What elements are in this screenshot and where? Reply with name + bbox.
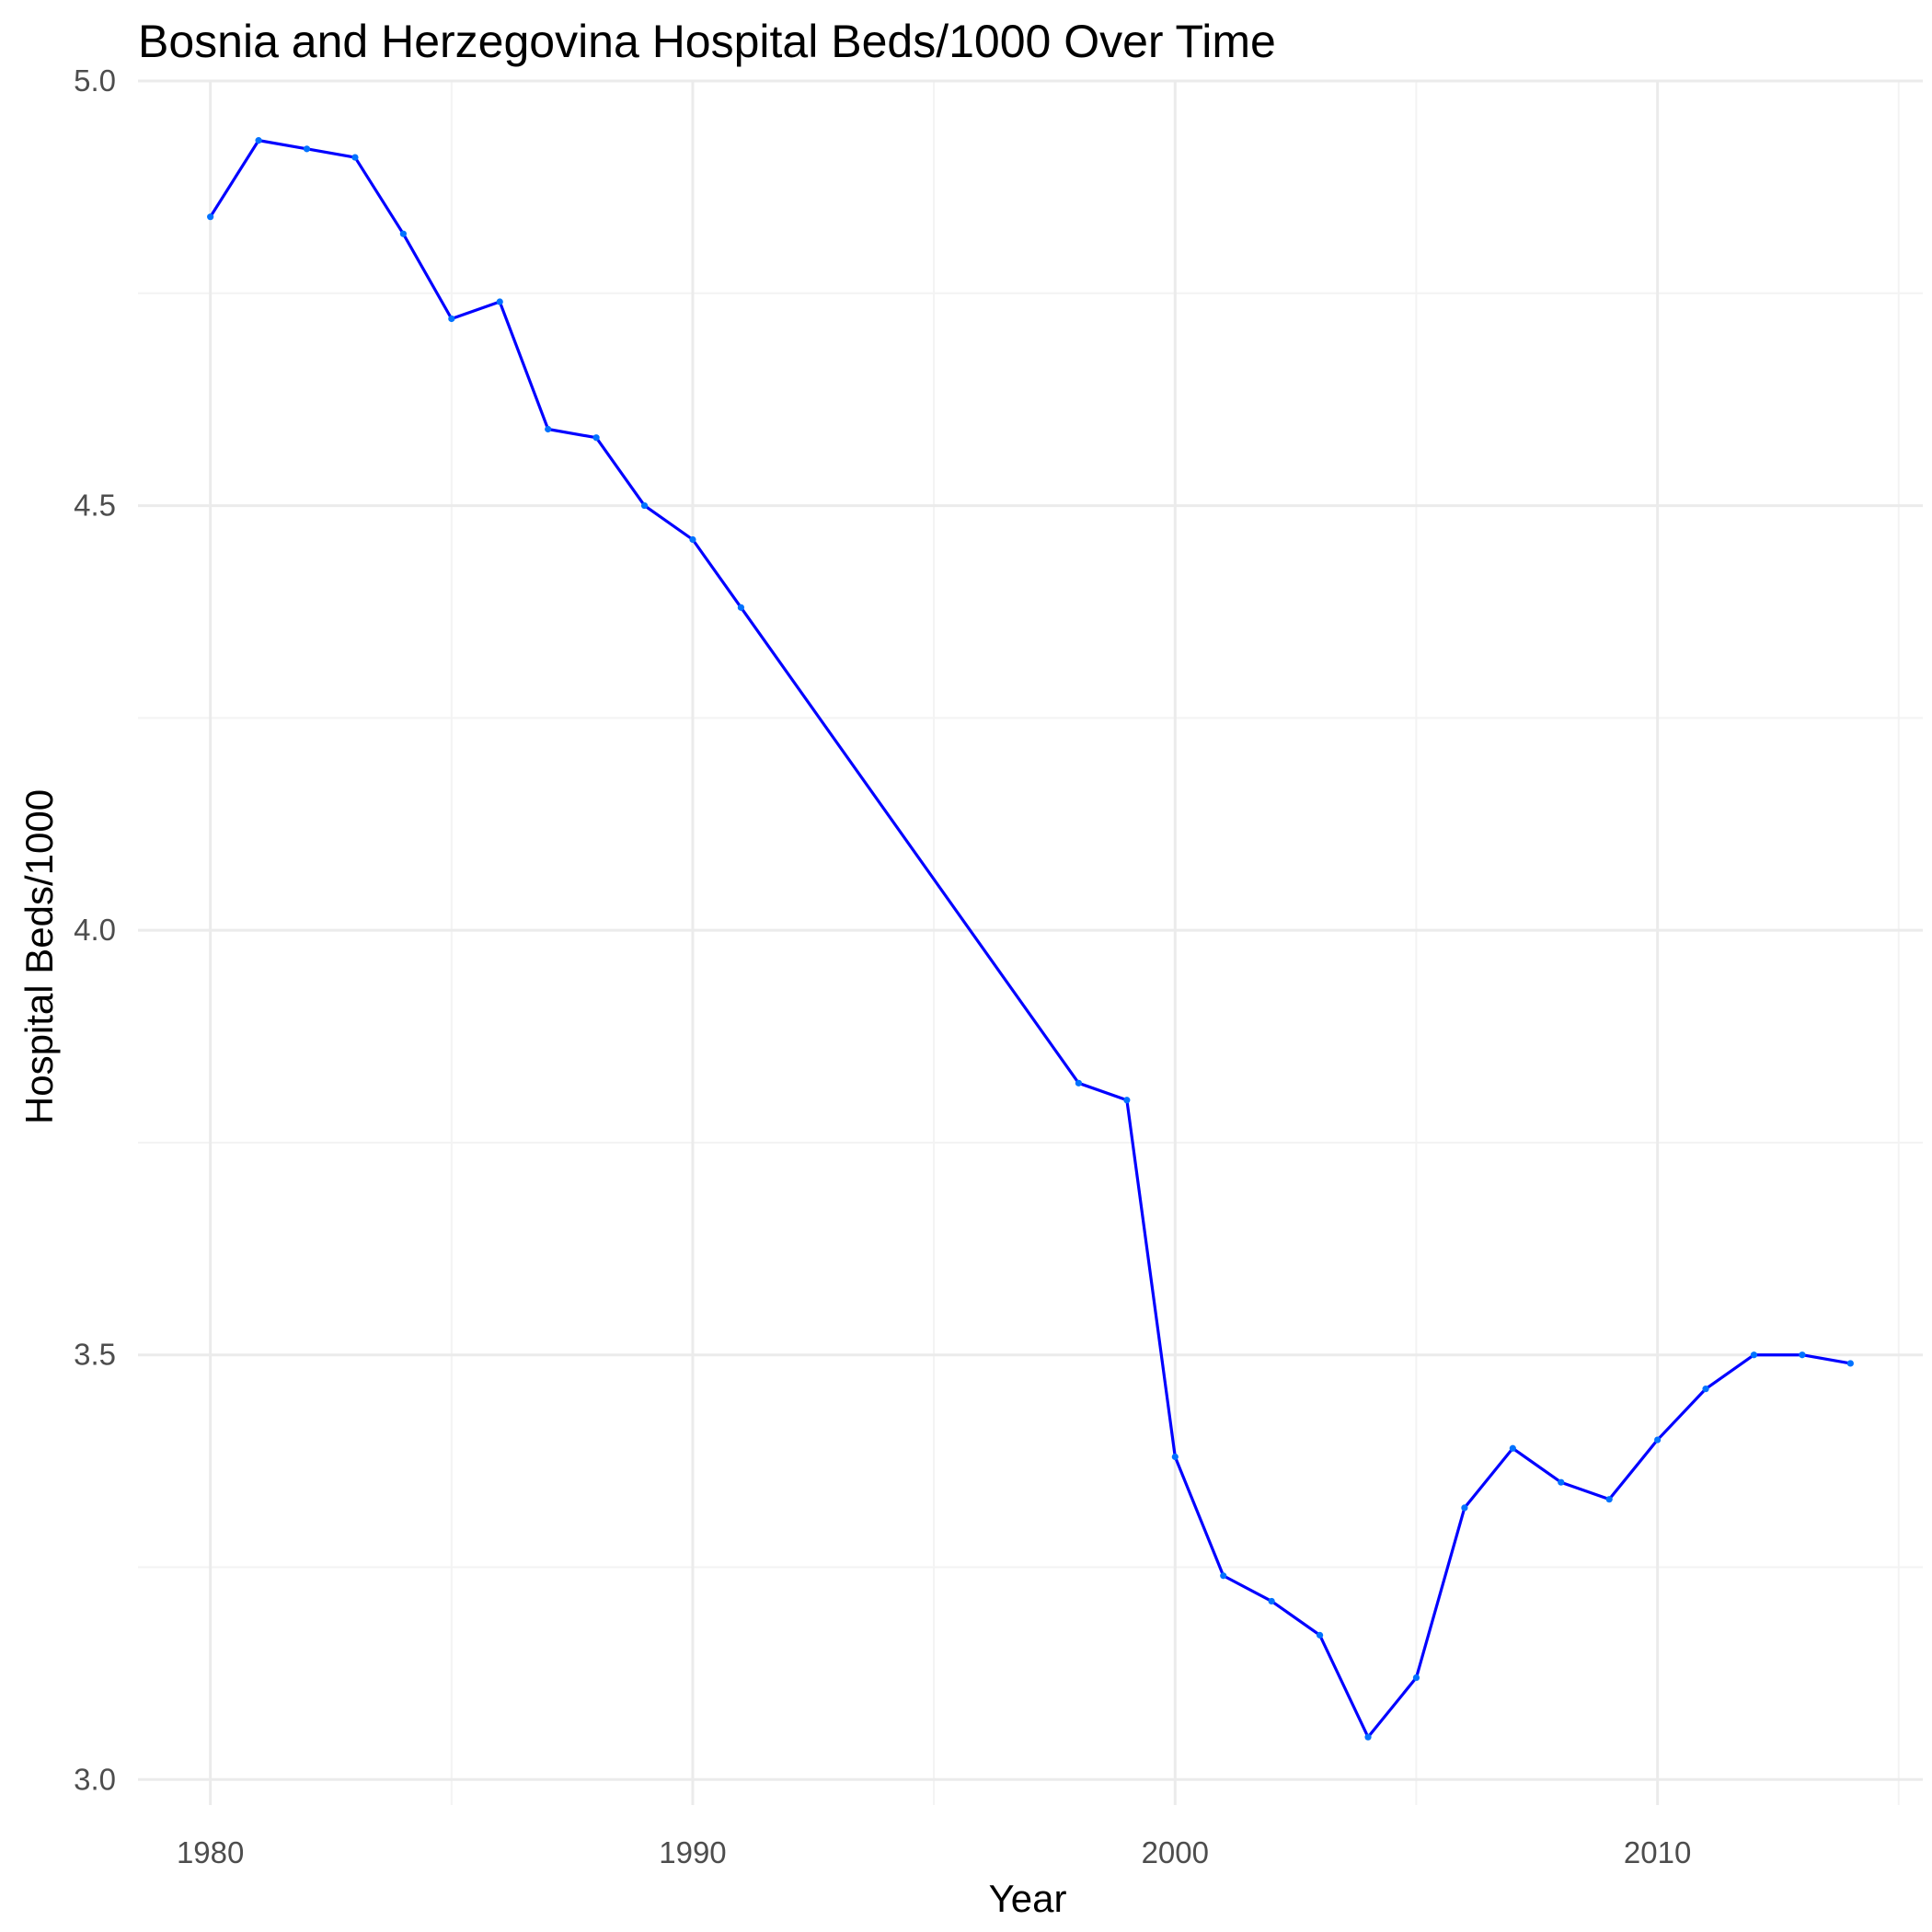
y-tick-label: 4.0 <box>74 913 116 947</box>
data-point <box>640 501 649 510</box>
y-tick-label: 5.0 <box>74 63 116 98</box>
data-point <box>737 604 745 611</box>
y-axis-title: Hospital Beds/1000 <box>17 789 61 1124</box>
y-tick-label: 4.5 <box>74 489 116 523</box>
data-point <box>545 425 552 433</box>
data-point <box>1268 1597 1275 1605</box>
data-point <box>1364 1733 1372 1741</box>
data-point <box>1075 1079 1083 1087</box>
data-point <box>1750 1351 1758 1359</box>
data-point <box>1220 1572 1227 1580</box>
x-axis-tick-labels: 1980 1990 2000 2010 <box>177 1835 1691 1869</box>
data-point <box>399 230 407 237</box>
y-axis-tick-labels: 3.0 3.5 4.0 4.5 5.0 <box>74 63 116 1796</box>
data-point <box>1412 1673 1420 1682</box>
data-point <box>1702 1386 1709 1393</box>
minor-gridlines <box>138 81 1923 1805</box>
data-point <box>1171 1453 1179 1461</box>
x-axis-title: Year <box>989 1877 1067 1920</box>
data-point <box>689 535 696 544</box>
x-tick-label: 1990 <box>659 1835 726 1869</box>
data-point <box>1509 1444 1516 1452</box>
y-tick-label: 3.0 <box>74 1762 116 1796</box>
data-point <box>1123 1097 1131 1104</box>
data-point <box>1846 1360 1854 1367</box>
data-point <box>496 298 503 305</box>
major-gridlines <box>138 79 1923 1805</box>
data-point <box>592 434 600 442</box>
plot-area <box>207 137 1854 1741</box>
data-point <box>1605 1496 1613 1503</box>
x-tick-label: 2000 <box>1142 1835 1209 1869</box>
chart-title: Bosnia and Herzegovina Hospital Beds/100… <box>138 16 1276 67</box>
x-tick-label: 2010 <box>1624 1835 1691 1869</box>
data-point <box>351 154 359 161</box>
data-point <box>303 145 311 153</box>
data-point <box>255 137 262 144</box>
data-point <box>1654 1436 1662 1443</box>
data-point <box>1316 1631 1324 1639</box>
y-tick-label: 3.5 <box>74 1338 116 1372</box>
data-point <box>1461 1504 1468 1512</box>
x-tick-label: 1980 <box>177 1835 244 1869</box>
data-point <box>448 315 455 323</box>
data-point <box>207 213 214 221</box>
data-point <box>1799 1351 1806 1359</box>
data-point <box>1558 1478 1565 1486</box>
